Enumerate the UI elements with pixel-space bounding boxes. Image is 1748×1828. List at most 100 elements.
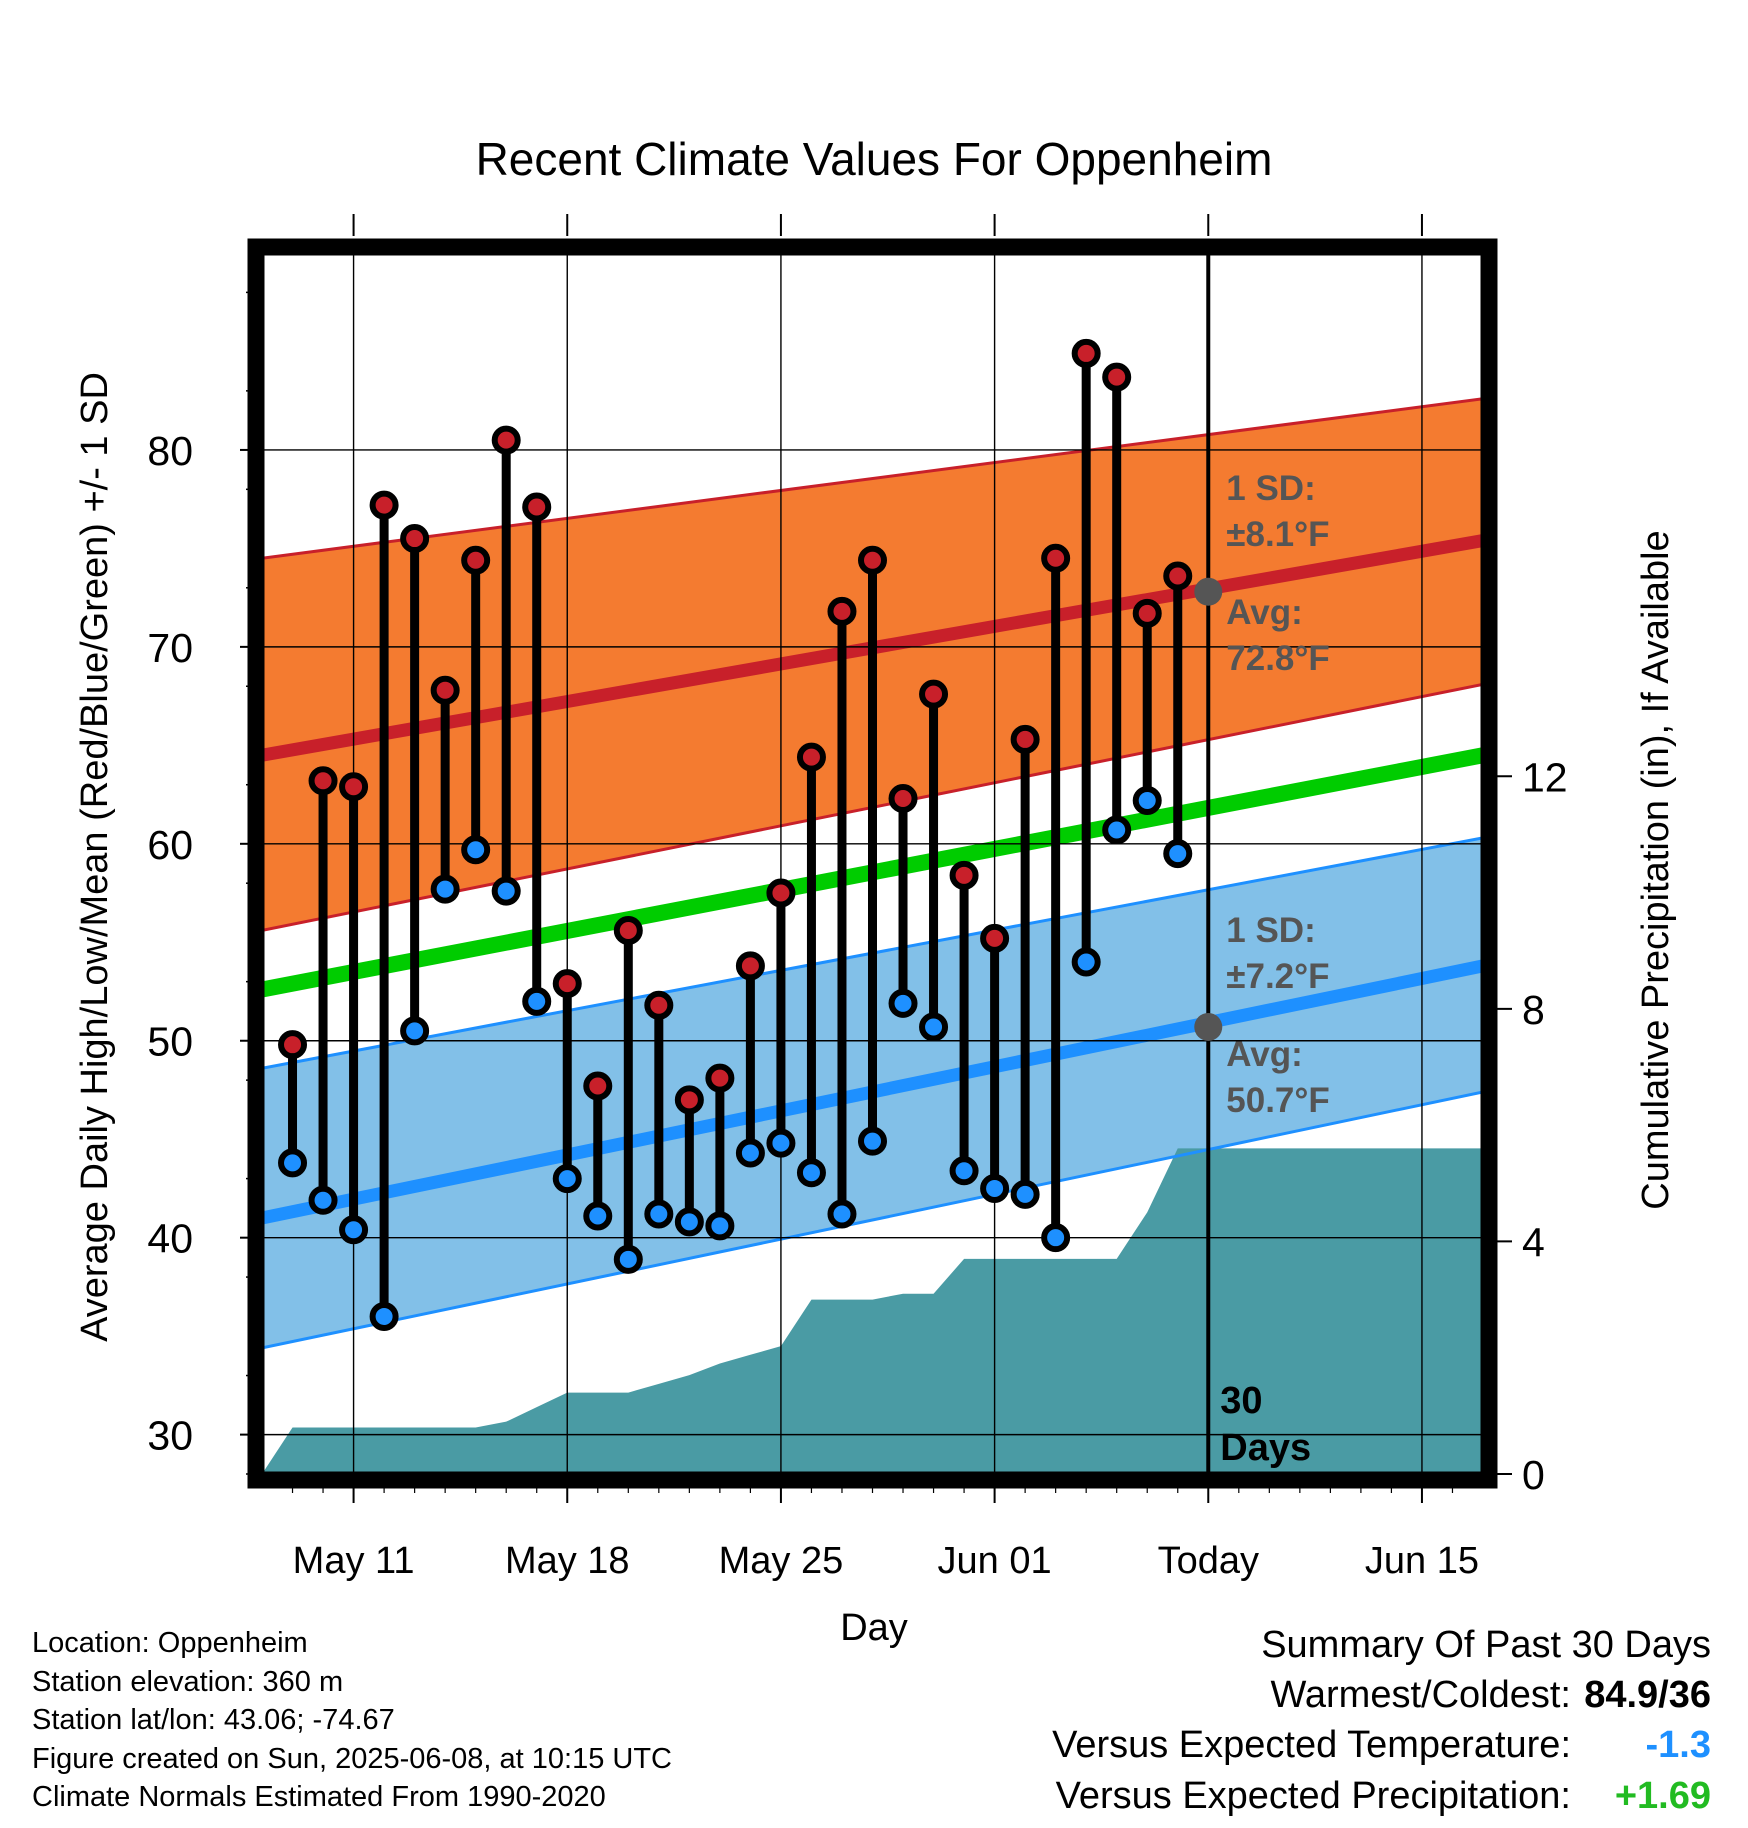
summary-temp-row: Versus Expected Temperature: -1.3 — [1052, 1724, 1711, 1767]
observed-high-point — [461, 545, 491, 575]
x-tick-label: Jun 01 — [938, 1540, 1052, 1582]
observed-high-point — [674, 1085, 704, 1115]
observed-low-point — [949, 1156, 979, 1186]
observed-high-point — [430, 675, 460, 705]
observed-high-point — [491, 425, 521, 455]
x-tick-label: Today — [1158, 1540, 1259, 1582]
y2-tick-label: 0 — [1522, 1452, 1545, 1498]
station-info: Location: Oppenheim Station elevation: 3… — [32, 1624, 672, 1817]
observed-high-point — [1071, 338, 1101, 368]
y-tick-label: 40 — [147, 1216, 193, 1262]
normals-text: Climate Normals Estimated From 1990-2020 — [32, 1781, 606, 1813]
observed-low-point — [919, 1012, 949, 1042]
low-sd-label: 1 SD: — [1226, 911, 1315, 950]
observed-high-point — [278, 1030, 308, 1060]
x-tick-label: Jun 15 — [1365, 1540, 1479, 1582]
observed-low-point — [858, 1126, 887, 1156]
precip-anomaly-value: +1.69 — [1614, 1775, 1711, 1817]
observed-high-point — [369, 490, 399, 520]
high-avg-value: 72.8°F — [1226, 639, 1330, 678]
observed-low-point — [888, 988, 918, 1018]
observed-low-point — [1071, 947, 1101, 977]
observed-low-point — [308, 1185, 338, 1215]
chart-title: Recent Climate Values For Oppenheim — [476, 133, 1273, 185]
high-upper-edge — [262, 397, 1483, 560]
observed-high-point — [308, 766, 338, 796]
observed-low-point — [735, 1138, 765, 1168]
y2-axis-label: Cumulative Precipitation (in), If Availa… — [1635, 530, 1677, 1209]
observed-low-point — [1163, 839, 1193, 869]
observed-high-point — [796, 742, 826, 772]
observed-low-point — [1102, 815, 1132, 845]
observed-high-point — [1163, 561, 1193, 591]
observed-high-point — [949, 860, 979, 890]
observed-high-point — [980, 923, 1010, 953]
observed-low-point — [1041, 1223, 1071, 1253]
axes: 30 40 50 60 70 80 0 4 8 12 May 11 May 18 May 25 Jun 0… — [147, 214, 1568, 1582]
observed-high-point — [1132, 598, 1162, 628]
observed-low-point — [644, 1199, 674, 1229]
low-lower-edge — [262, 1090, 1483, 1350]
observed-low-point — [461, 835, 491, 865]
observed-high-point — [705, 1063, 735, 1093]
observed-high-point — [583, 1071, 613, 1101]
observed-low-point — [613, 1244, 643, 1274]
precip-anomaly-label: Versus Expected Precipitation: — [1055, 1775, 1571, 1817]
warmest-label: Warmest/Coldest: — [1270, 1674, 1571, 1716]
observed-low-point — [705, 1211, 735, 1241]
observed-high-point — [888, 784, 918, 814]
y-tick-label: 80 — [147, 428, 193, 474]
observed-high-point — [858, 545, 887, 575]
observed-low-point — [827, 1199, 857, 1229]
observed-high-point — [400, 524, 430, 554]
temp-anomaly-value: -1.3 — [1645, 1724, 1711, 1766]
summary-title: Summary Of Past 30 Days — [1261, 1624, 1711, 1666]
low-sd-value: ±7.2°F — [1226, 957, 1329, 996]
observed-high-point — [613, 915, 643, 945]
temp-anomaly-label: Versus Expected Temperature: — [1052, 1724, 1571, 1766]
annotations: 1 SD: ±8.1°F Avg: 72.8°F 1 SD: ±7.2°F Avg: 50.7… — [1194, 469, 1330, 1469]
observed-low-point — [796, 1158, 826, 1188]
x-tick-label: May 11 — [293, 1540, 415, 1582]
observed-low-point — [400, 1016, 430, 1046]
today-days-label: Days — [1220, 1427, 1311, 1469]
observed-high-point — [1041, 543, 1071, 573]
observed-high-point — [1102, 362, 1132, 392]
observed-high-point — [735, 951, 765, 981]
y2-tick-label: 8 — [1522, 987, 1545, 1033]
observed-ranges — [278, 338, 1193, 1331]
observed-high-point — [919, 679, 949, 709]
today-high-avg-marker — [1194, 577, 1223, 606]
observed-low-point — [1132, 785, 1162, 815]
observed-low-point — [674, 1207, 704, 1237]
observed-low-point — [430, 874, 460, 904]
y-axis-label: Average Daily High/Low/Mean (Red/Blue/Gr… — [74, 372, 116, 1342]
observed-high-point — [339, 772, 369, 802]
location-text: Location: Oppenheim — [32, 1627, 308, 1659]
low-avg-label: Avg: — [1226, 1035, 1302, 1074]
high-sd-label: 1 SD: — [1226, 469, 1315, 508]
y2-tick-label: 4 — [1522, 1219, 1545, 1265]
observed-high-point — [552, 969, 582, 999]
observed-low-point — [583, 1201, 613, 1231]
high-sd-value: ±8.1°F — [1226, 515, 1329, 554]
low-avg-value: 50.7°F — [1226, 1081, 1330, 1120]
today-count-label: 30 — [1220, 1380, 1262, 1422]
latlon-text: Station lat/lon: 43.06; -74.67 — [32, 1704, 395, 1736]
observed-low-point — [766, 1128, 796, 1158]
y2-tick-label: 12 — [1522, 754, 1568, 800]
created-text: Figure created on Sun, 2025-06-08, at 10… — [32, 1742, 672, 1775]
today-low-avg-marker — [1194, 1012, 1223, 1041]
y-tick-label: 70 — [147, 625, 193, 671]
x-tick-label: May 25 — [719, 1540, 844, 1582]
plot-border — [247, 238, 1498, 1489]
high-avg-label: Avg: — [1226, 593, 1302, 632]
plot-area — [262, 253, 1483, 1474]
observed-low-point — [980, 1173, 1010, 1203]
observed-low-point — [339, 1215, 369, 1245]
observed-low-point — [369, 1301, 399, 1331]
observed-high-point — [522, 492, 552, 522]
x-axis-label: Day — [840, 1607, 908, 1649]
x-tick-label: May 18 — [505, 1540, 630, 1582]
observed-high-point — [644, 990, 674, 1020]
